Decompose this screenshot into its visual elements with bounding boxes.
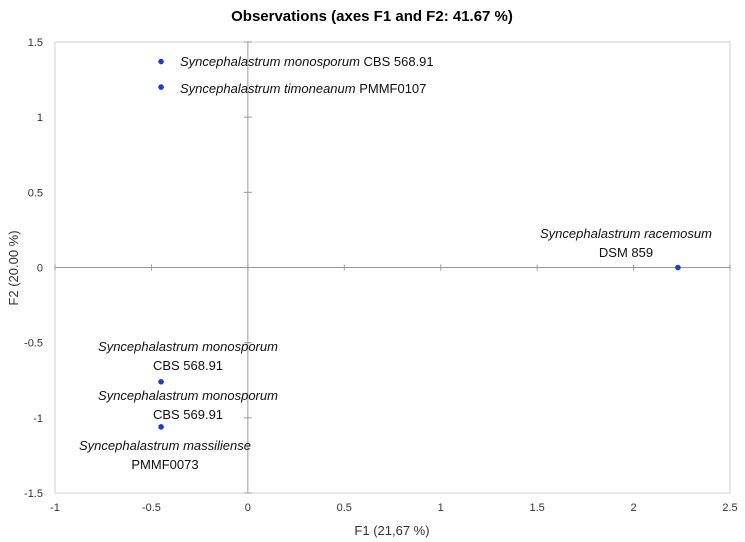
point-label: Syncephalastrum monosporum CBS 568.91 [180,54,434,69]
data-point [158,424,164,430]
point-label: DSM 859 [599,245,653,260]
point-label: Syncephalastrum monosporum [98,339,278,354]
y-tick-label: 0 [37,263,43,275]
data-point [158,84,164,90]
chart-title: Observations (axes F1 and F2: 41.67 %) [231,8,513,25]
data-point [158,58,164,65]
point-label: Syncephalastrum monosporum [98,388,278,403]
x-tick-label: -0.5 [142,502,161,514]
x-axis-label: F1 (21,67 %) [354,523,429,538]
x-tick-label: 0 [245,502,251,514]
species-name: Syncephalastrum timoneanum [180,81,356,96]
data-point [675,264,681,271]
y-tick-label: 0.5 [28,187,43,199]
strain-id: PMMF0107 [356,81,427,96]
y-tick-label: -1.5 [24,488,43,500]
strain-id: DSM 859 [599,245,653,260]
annotations: Syncephalastrum monosporum CBS 568.91Syn… [79,54,712,472]
species-name: Syncephalastrum racemosum [540,226,712,241]
species-name: Syncephalastrum monosporum [98,339,278,354]
x-tick-label: 0.5 [337,502,352,514]
point-label: Syncephalastrum timoneanum PMMF0107 [180,81,426,96]
points [158,58,681,430]
x-tick-label: 1.5 [529,502,544,514]
y-tick-label: -1 [33,413,43,425]
strain-id: CBS 569.91 [153,407,223,422]
x-tick-label: -1 [50,502,60,514]
species-name: Syncephalastrum massiliense [79,438,251,453]
point-label: CBS 568.91 [153,358,223,373]
point-label: Syncephalastrum massiliense [79,438,251,453]
species-name: Syncephalastrum monosporum [98,388,278,403]
ticks: -1 -0.5 0 0.5 1 1.5 2 2.5 -1.5 -1 -0.5 0 0.5 1 1.5 [24,37,738,514]
y-axis-label: F2 (20.00 %) [6,230,21,305]
species-name: Syncephalastrum monosporum [180,54,360,69]
y-tick-label: -0.5 [24,338,43,350]
point-label: CBS 569.91 [153,407,223,422]
y-tick-label: 1 [37,112,43,124]
y-tick-label: 1.5 [28,37,43,49]
x-tick-label: 2.5 [722,502,737,514]
x-tick-label: 1 [438,502,444,514]
data-point [158,378,164,385]
x-tick-label: 2 [631,502,637,514]
strain-id: CBS 568.91 [360,54,434,69]
strain-id: CBS 568.91 [153,358,223,373]
axes [55,42,730,493]
strain-id: PMMF0073 [131,457,198,472]
point-label: Syncephalastrum racemosum [540,226,712,241]
point-label: PMMF0073 [131,457,198,472]
